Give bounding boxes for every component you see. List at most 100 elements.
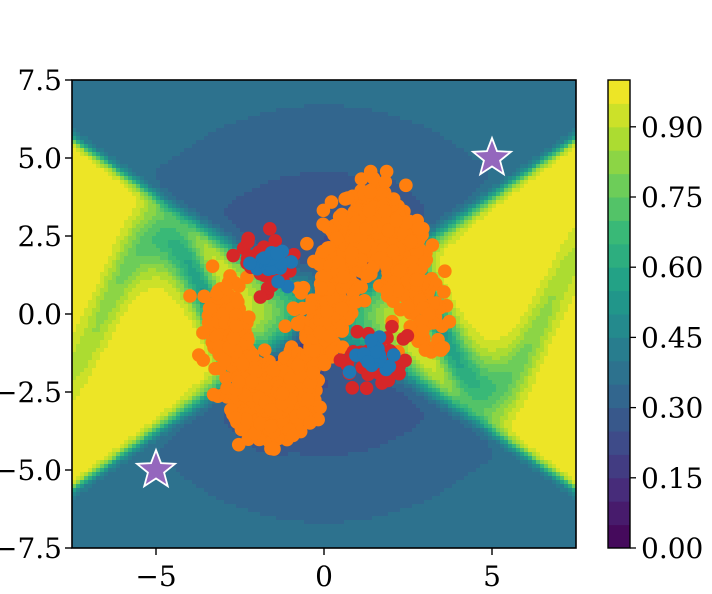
contour-cell	[520, 212, 525, 217]
contour-cell	[284, 228, 289, 233]
contour-cell	[472, 88, 477, 93]
contour-cell	[336, 116, 341, 121]
contour-cell	[216, 168, 221, 173]
contour-cell	[184, 188, 189, 193]
contour-cell	[512, 180, 517, 185]
contour-cell	[440, 92, 445, 97]
contour-cell	[208, 216, 213, 221]
contour-cell	[288, 228, 293, 233]
contour-cell	[164, 152, 169, 157]
contour-cell	[256, 92, 261, 97]
contour-cell	[548, 172, 553, 177]
contour-cell	[508, 92, 513, 97]
contour-cell	[248, 220, 253, 225]
contour-cell	[200, 172, 205, 177]
contour-cell	[356, 152, 361, 157]
contour-cell	[348, 120, 353, 125]
contour-cell	[72, 148, 77, 153]
contour-cell	[192, 192, 197, 197]
contour-cell	[500, 208, 505, 213]
contour-cell	[532, 156, 537, 161]
contour-cell	[504, 156, 509, 161]
contour-cell	[232, 228, 237, 233]
contour-cell	[504, 228, 509, 233]
contour-cell	[540, 140, 545, 145]
contour-cell	[424, 80, 429, 85]
contour-cell	[116, 136, 121, 141]
contour-cell	[436, 152, 441, 157]
contour-cell	[328, 212, 333, 217]
contour-cell	[528, 212, 533, 217]
contour-cell	[452, 128, 457, 133]
contour-cell	[436, 216, 441, 221]
contour-cell	[144, 108, 149, 113]
contour-cell	[272, 100, 277, 105]
contour-cell	[388, 108, 393, 113]
contour-cell	[140, 224, 145, 229]
contour-cell	[516, 220, 521, 225]
contour-cell	[372, 96, 377, 101]
contour-cell	[152, 172, 157, 177]
contour-cell	[156, 152, 161, 157]
contour-cell	[556, 164, 561, 169]
contour-cell	[204, 124, 209, 129]
contour-cell	[320, 112, 325, 117]
contour-cell	[104, 184, 109, 189]
contour-cell	[556, 144, 561, 149]
contour-cell	[192, 168, 197, 173]
contour-cell	[296, 124, 301, 129]
contour-cell	[504, 120, 509, 125]
contour-cell	[260, 100, 265, 105]
contour-cell	[448, 84, 453, 89]
contour-cell	[220, 80, 225, 85]
contour-cell	[92, 168, 97, 173]
contour-cell	[516, 156, 521, 161]
contour-cell	[532, 140, 537, 145]
contour-cell	[532, 84, 537, 89]
contour-cell	[416, 104, 421, 109]
contour-cell	[376, 124, 381, 129]
contour-cell	[276, 104, 281, 109]
contour-cell	[128, 236, 133, 241]
contour-cell	[84, 96, 89, 101]
contour-cell	[260, 116, 265, 121]
contour-cell	[436, 92, 441, 97]
contour-cell	[552, 156, 557, 161]
contour-cell	[156, 164, 161, 169]
contour-cell	[112, 160, 117, 165]
contour-cell	[344, 84, 349, 89]
contour-cell	[196, 184, 201, 189]
contour-cell	[220, 140, 225, 145]
contour-cell	[72, 204, 77, 209]
contour-cell	[352, 120, 357, 125]
contour-cell	[236, 80, 241, 85]
contour-cell	[488, 204, 493, 209]
contour-cell	[352, 104, 357, 109]
contour-cell	[116, 132, 121, 137]
contour-cell	[412, 152, 417, 157]
contour-cell	[352, 140, 357, 145]
contour-cell	[168, 144, 173, 149]
contour-cell	[128, 192, 133, 197]
contour-cell	[100, 216, 105, 221]
contour-cell	[500, 196, 505, 201]
contour-cell	[488, 120, 493, 125]
contour-cell	[108, 84, 113, 89]
contour-cell	[480, 196, 485, 201]
contour-cell	[356, 156, 361, 161]
contour-cell	[204, 168, 209, 173]
contour-cell	[272, 184, 277, 189]
contour-cell	[412, 208, 417, 213]
contour-cell	[328, 128, 333, 133]
contour-cell	[536, 132, 541, 137]
contour-cell	[248, 152, 253, 157]
contour-cell	[216, 156, 221, 161]
contour-cell	[360, 116, 365, 121]
contour-cell	[456, 108, 461, 113]
contour-cell	[436, 96, 441, 101]
contour-cell	[368, 112, 373, 117]
contour-cell	[552, 176, 557, 181]
contour-cell	[564, 180, 569, 185]
contour-cell	[256, 188, 261, 193]
contour-cell	[220, 184, 225, 189]
